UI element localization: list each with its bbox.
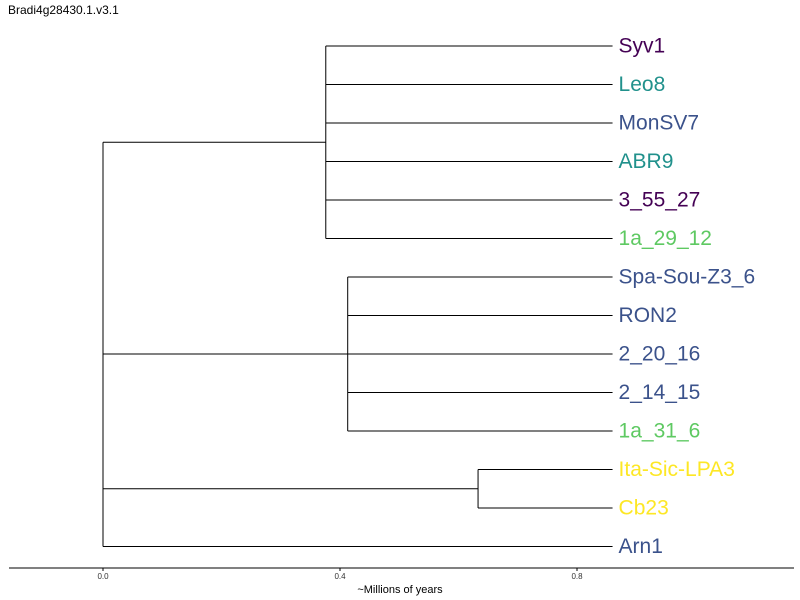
tip-label-2-20-16: 2_20_16	[619, 343, 701, 366]
tip-label-1a-29-12: 1a_29_12	[619, 227, 712, 250]
tip-label-syv1: Syv1	[619, 35, 666, 58]
axis-title: ~Millions of years	[357, 584, 443, 596]
tip-label-spa-sou-z3-6: Spa-Sou-Z3_6	[619, 266, 756, 289]
time-axis: 0.0 0.4 0.8 ~Millions of years	[9, 567, 794, 596]
tip-label-leo8: Leo8	[619, 73, 666, 96]
tip-label-arn1: Arn1	[619, 535, 663, 558]
tip-label-monsv7: MonSV7	[619, 112, 700, 135]
axis-tick-label: 0.8	[571, 572, 583, 581]
branch-group	[102, 45, 613, 547]
tip-label-3-55-27: 3_55_27	[619, 189, 701, 212]
tip-label-2-14-15: 2_14_15	[619, 381, 701, 404]
tree-title: Bradi4g28430.1.v3.1	[8, 3, 119, 17]
tip-label-1a-31-6: 1a_31_6	[619, 420, 701, 443]
tip-label-cb23: Cb23	[619, 497, 669, 520]
axis-tick-label: 0.4	[334, 572, 346, 581]
axis-tick-group: 0.0 0.4 0.8	[97, 568, 583, 581]
tip-label-group: Syv1 Leo8 MonSV7 ABR9 3_55_27 1a_29_12 Spa-Sou…	[619, 35, 756, 559]
tip-label-ron2: RON2	[619, 304, 677, 327]
axis-tick-label: 0.0	[97, 572, 109, 581]
tip-label-ita-sic-lpa3: Ita-Sic-LPA3	[619, 458, 735, 481]
tip-label-abr9: ABR9	[619, 150, 674, 173]
